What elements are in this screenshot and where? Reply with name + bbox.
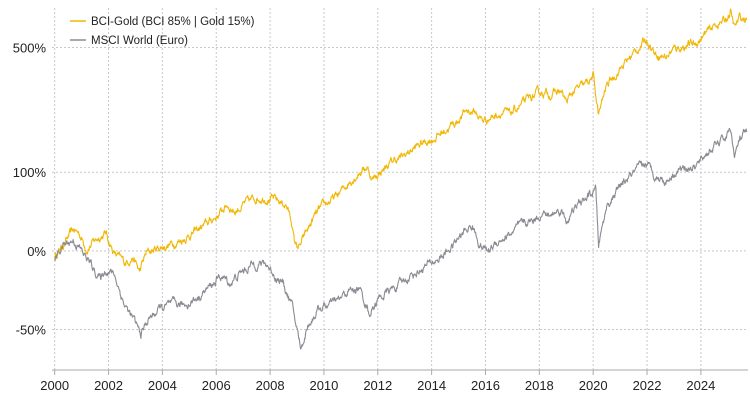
x-tick-label: 2002 — [94, 378, 123, 393]
x-tick-labels: 2000 2002 2004 2006 2008 2010 2012 2014 2016 2018… — [40, 370, 715, 393]
x-tick-label: 2012 — [363, 378, 392, 393]
x-tick-label: 2004 — [148, 378, 177, 393]
y-tick-label: -50% — [16, 323, 47, 338]
series — [54, 8, 748, 350]
y-tick-label: 500% — [13, 41, 47, 56]
legend-label-bci-gold: BCI-Gold (BCI 85% | Gold 15%) — [91, 16, 255, 28]
x-tick-label: 2024 — [686, 378, 715, 393]
x-tick-label: 2014 — [417, 378, 446, 393]
x-tick-label: 2000 — [40, 378, 69, 393]
y-tick-label: 0% — [27, 244, 46, 259]
series-line-bci-gold — [54, 8, 748, 272]
x-tick-label: 2018 — [525, 378, 554, 393]
x-tick-label: 2008 — [256, 378, 285, 393]
x-tick-label: 2010 — [309, 378, 338, 393]
x-tick-label: 2006 — [202, 378, 231, 393]
x-tick-label: 2020 — [579, 378, 608, 393]
x-tick-label: 2016 — [471, 378, 500, 393]
y-tick-label: 100% — [13, 165, 47, 180]
y-tick-labels: 500% 100% 0% -50% — [13, 41, 47, 338]
legend-label-msci-world: MSCI World (Euro) — [91, 35, 188, 47]
legend: BCI-Gold (BCI 85% | Gold 15%) MSCI World… — [70, 16, 255, 47]
x-tick-label: 2022 — [633, 378, 662, 393]
grid — [52, 8, 748, 370]
series-line-msci-world — [54, 127, 748, 350]
